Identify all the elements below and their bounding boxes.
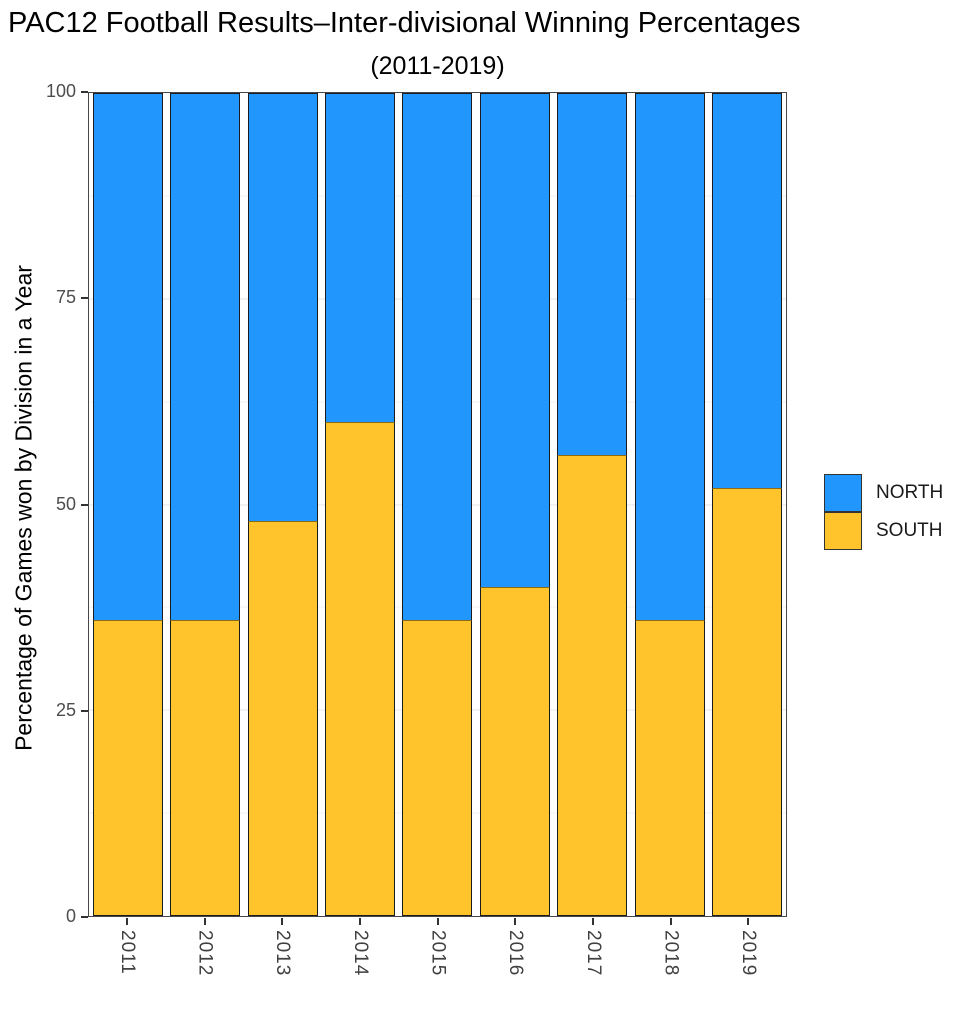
legend: NORTH SOUTH: [824, 474, 943, 550]
y-tick-label-50: 50: [55, 493, 76, 514]
bar-segment-north-2018: [634, 93, 705, 620]
bar-2014: [325, 93, 396, 916]
bar-segment-north-2011: [92, 93, 163, 620]
x-tick-mark: [203, 918, 206, 925]
x-axis-label-2015: 2015: [427, 930, 449, 977]
x-tick-mark: [591, 918, 594, 925]
x-tick-mark: [358, 918, 361, 925]
x-label-cell: 2019: [713, 930, 783, 1000]
bar-segment-south-2012: [170, 619, 241, 916]
x-axis-label-2017: 2017: [582, 930, 604, 977]
x-tick-mark: [125, 918, 128, 925]
legend-swatch-south: [824, 512, 862, 550]
legend-label-north: NORTH: [876, 482, 944, 503]
y-tick-label-25: 25: [55, 699, 76, 720]
bar-segment-south-2017: [557, 455, 628, 916]
bar-2018: [634, 93, 705, 916]
legend-item-north: NORTH: [824, 474, 943, 512]
bar-segment-south-2019: [712, 488, 783, 916]
x-label-cell: 2011: [92, 930, 162, 1000]
y-tick-mark: [81, 297, 88, 300]
chart-subtitle: (2011-2019): [370, 52, 505, 80]
x-label-cell: 2014: [325, 930, 395, 1000]
bar-segment-north-2013: [247, 93, 318, 521]
x-label-cell: 2016: [480, 930, 550, 1000]
bar-segment-south-2013: [247, 520, 318, 916]
bar-2015: [402, 93, 473, 916]
bar-2011: [92, 93, 163, 916]
bar-segment-north-2014: [325, 93, 396, 423]
x-axis-label-2011: 2011: [116, 930, 138, 975]
x-label-cell: 2012: [169, 930, 239, 1000]
y-tick-label-100: 100: [45, 81, 76, 101]
x-tick-mark: [747, 918, 750, 925]
bar-segment-south-2014: [325, 422, 396, 916]
x-tick-mark: [281, 918, 284, 925]
bar-segment-north-2017: [557, 93, 628, 456]
x-axis-label-2018: 2018: [660, 930, 682, 977]
legend-item-south: SOUTH: [824, 512, 943, 550]
bar-segment-south-2011: [92, 619, 163, 916]
x-axis-label-2012: 2012: [194, 930, 216, 977]
x-tick-mark: [514, 918, 517, 925]
bar-2012: [170, 93, 241, 916]
bar-2017: [557, 93, 628, 916]
x-label-cell: 2017: [558, 930, 628, 1000]
x-axis-labels: 2011 2012 2013 2014 2015 2016 2017 2018 2019: [88, 930, 787, 1000]
legend-label-south: SOUTH: [876, 520, 943, 541]
bar-2019: [712, 93, 783, 916]
x-label-cell: 2018: [635, 930, 705, 1000]
x-axis-label-2019: 2019: [738, 930, 760, 977]
bar-2013: [247, 93, 318, 916]
chart-title: PAC12 Football Results–Inter-divisional …: [8, 7, 801, 39]
y-tick-mark: [81, 709, 88, 712]
y-tick-mark: [81, 503, 88, 506]
bar-segment-north-2015: [402, 93, 473, 620]
bars-layer: [89, 93, 786, 916]
bar-segment-south-2016: [479, 586, 550, 916]
bar-segment-north-2016: [479, 93, 550, 587]
bar-segment-south-2015: [402, 619, 473, 916]
bar-segment-north-2012: [170, 93, 241, 620]
x-axis-label-2013: 2013: [272, 930, 294, 977]
y-tick-label-75: 75: [55, 287, 76, 308]
bar-2016: [479, 93, 550, 916]
plot-panel: [88, 92, 787, 917]
bar-segment-north-2019: [712, 93, 783, 489]
y-tick-label-0: 0: [65, 906, 76, 926]
x-label-cell: 2013: [247, 930, 317, 1000]
y-tick-mark: [81, 916, 88, 918]
x-tick-mark: [669, 918, 672, 925]
x-tick-mark: [436, 918, 439, 925]
y-tick-mark: [81, 91, 88, 93]
legend-swatch-north: [824, 474, 862, 512]
x-axis-label-2014: 2014: [349, 930, 371, 977]
x-label-cell: 2015: [402, 930, 472, 1000]
bar-segment-south-2018: [634, 619, 705, 916]
x-axis-label-2016: 2016: [505, 930, 527, 977]
